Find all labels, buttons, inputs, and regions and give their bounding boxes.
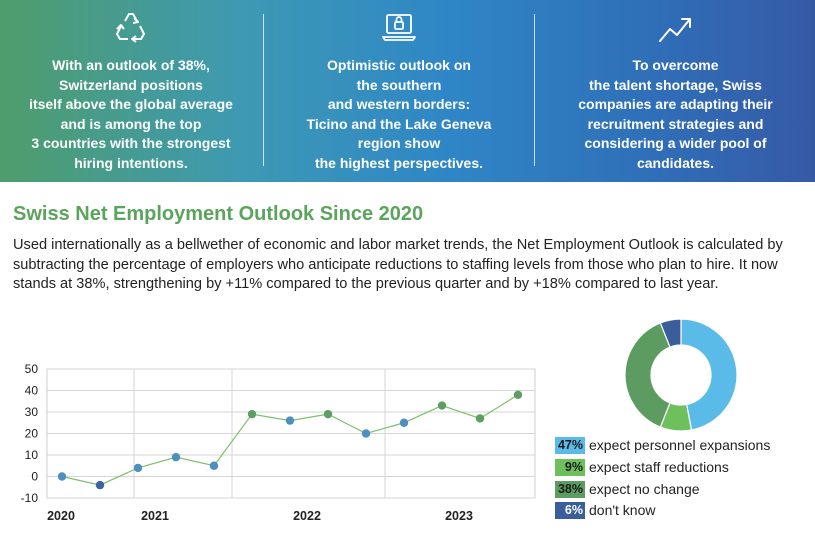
data-point — [57, 472, 67, 481]
banner-panel-regions: Optimistic outlook on the southern and w… — [265, 0, 533, 182]
legend-item: 6% don't know — [555, 502, 656, 520]
section-title: Swiss Net Employment Outlook Since 2020 — [13, 203, 424, 225]
trend-up-icon — [658, 18, 691, 42]
donut-chart — [624, 318, 738, 432]
y-tick-label: -10 — [21, 491, 39, 505]
banner: With an outlook of 38%, Switzerland posi… — [0, 0, 815, 182]
y-tick-label: 30 — [25, 405, 39, 419]
data-point — [133, 463, 143, 473]
data-point — [399, 418, 409, 427]
banner-panel-text: To overcome the talent shortage, Swiss c… — [578, 57, 773, 171]
data-point — [323, 409, 333, 419]
section-description: Used internationally as a bellwether of … — [13, 237, 783, 292]
banner-panel-talent: To overcome the talent shortage, Swiss c… — [536, 0, 815, 182]
data-point — [95, 480, 105, 490]
y-tick-label: 50 — [25, 362, 39, 376]
x-tick-label: 2023 — [445, 509, 473, 523]
banner-divider — [263, 14, 264, 166]
data-point — [209, 461, 219, 470]
x-tick-label: 2022 — [293, 509, 321, 523]
banner-panel-text: With an outlook of 38%, Switzerland posi… — [29, 57, 233, 171]
banner-panel-outlook: With an outlook of 38%, Switzerland posi… — [0, 0, 262, 182]
data-point — [361, 429, 371, 438]
legend-label: don't know — [589, 502, 656, 519]
legend-value: 47% — [555, 437, 585, 455]
y-tick-label: 0 — [31, 470, 38, 484]
chart-grid — [46, 368, 536, 499]
recycle-icon — [116, 13, 145, 43]
legend-value: 9% — [555, 459, 585, 477]
legend-item: 9% expect staff reductions — [555, 459, 729, 477]
data-point — [285, 416, 295, 425]
legend-label: expect no change — [589, 481, 700, 498]
data-point — [437, 401, 447, 410]
legend-value: 6% — [555, 502, 585, 520]
legend-item: 38% expect no change — [555, 481, 700, 499]
data-point — [513, 390, 523, 399]
x-tick-label: 2021 — [141, 509, 169, 523]
data-point — [475, 414, 485, 423]
donut-slice — [680, 318, 738, 431]
y-tick-label: 10 — [25, 448, 39, 462]
data-point — [171, 452, 181, 462]
legend-label: expect staff reductions — [589, 459, 729, 476]
laptop-lock-icon — [382, 14, 416, 41]
line-chart: 50 40 30 20 10 0 -10 2020 2021 2022 2023 — [21, 362, 536, 523]
legend-value: 38% — [555, 481, 585, 499]
data-point — [247, 409, 257, 419]
legend-label: expect personnel expansions — [589, 437, 771, 454]
series-line — [61, 394, 519, 486]
legend-item: 47% expect personnel expansions — [555, 437, 770, 455]
y-tick-label: 40 — [25, 384, 39, 398]
banner-panel-text: Optimistic outlook on the southern and w… — [306, 57, 492, 171]
banner-divider — [534, 14, 535, 166]
x-tick-label: 2020 — [47, 509, 75, 523]
y-tick-label: 20 — [25, 427, 39, 441]
donut-slice — [624, 322, 671, 428]
donut-slice — [659, 318, 682, 348]
